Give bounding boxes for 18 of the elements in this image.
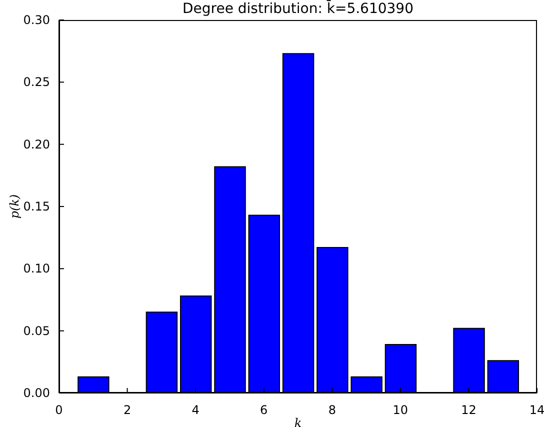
y-tick-label: 0.20	[23, 137, 50, 152]
y-tick-label: 0.15	[23, 200, 50, 214]
x-tick-label: 2	[123, 402, 132, 417]
x-tick-label: 0	[55, 402, 63, 417]
x-tick-label: 6	[260, 402, 268, 417]
y-tick-label: 0.25	[23, 75, 50, 90]
x-axis-title: k	[294, 416, 302, 427]
chart-title: Degree distribution: k̄=5.610390	[182, 1, 414, 17]
x-tick-label: 14	[529, 402, 544, 417]
y-tick-label: 0.00	[23, 386, 50, 400]
y-tick-label: 0.10	[23, 262, 50, 276]
x-tick-label: 12	[461, 402, 476, 417]
x-tick-label: 10	[392, 402, 408, 417]
y-axis-title: p(k)	[7, 194, 22, 219]
y-tick-label: 0.05	[23, 324, 50, 338]
y-tick-label: 0.30	[23, 13, 50, 27]
x-tick-label: 4	[192, 402, 200, 417]
x-tick-label: 8	[328, 402, 336, 417]
